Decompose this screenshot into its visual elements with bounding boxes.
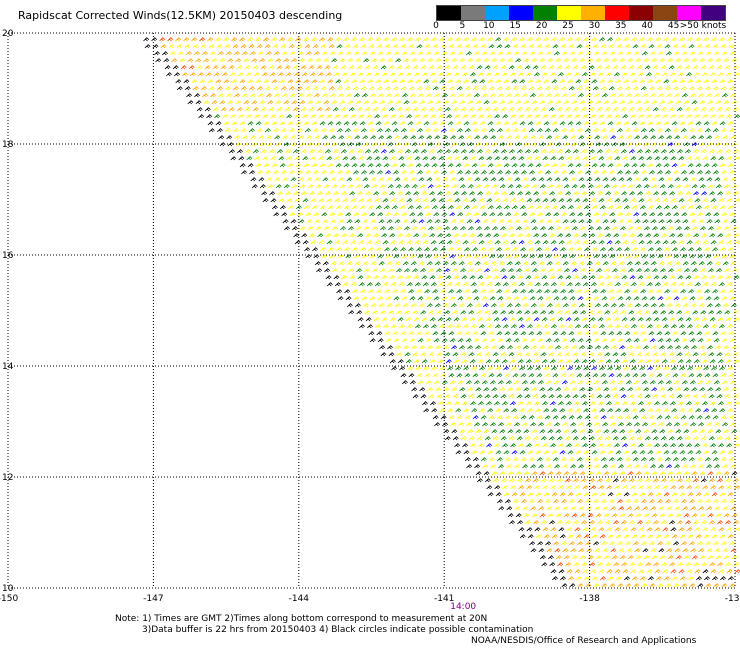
map-title: Rapidscat Corrected Winds(12.5KM) 201504… [18,9,343,22]
legend-swatch [461,6,485,20]
legend-label: 20 [535,21,548,31]
wind-barb-group [214,37,740,469]
lon-label: -147 [143,594,163,604]
lon-label: -135 [725,594,740,604]
legend-swatch [533,6,557,20]
legend-swatch [629,6,653,20]
color-scale-bar [436,5,726,21]
lat-label: 12 [2,473,13,483]
legend-swatch [653,6,677,20]
legend-label: 25 [562,21,574,31]
lat-label: 14 [2,362,14,372]
lon-label: -150 [0,594,18,604]
legend-label: 35 [615,21,627,31]
wind-barb-group [160,37,740,588]
legend-swatch [509,6,533,20]
legend-label: 10 [483,21,495,31]
legend-label: 45 [667,21,680,31]
wind-barb-group [159,37,740,581]
grid-lines [7,32,736,589]
note-line-1: Note: 1) Times are GMT 2)Times along bot… [115,614,488,624]
lat-label: 18 [2,140,14,150]
lon-label: -144 [289,594,310,604]
wind-map: 20 18 16 14 12 10-150 -147 -144 -141 -138 -135 14:0… [0,29,740,612]
legend-label: 5 [459,21,466,31]
credit-line: NOAA/NESDIS/Office of Research and Appli… [471,636,697,646]
legend-swatch [485,6,509,20]
legend-label: >50 knots [679,21,727,31]
lat-label: 16 [2,251,14,261]
wind-barb-group [143,37,738,588]
legend-label: 0 [433,21,439,31]
legend-swatch [701,6,725,20]
legend-swatch [581,6,605,20]
time-label: 14:00 [450,602,476,612]
wind-barbs [143,37,740,588]
legend-swatch [557,6,581,20]
lat-label: 20 [2,29,14,39]
axis-labels: 20 18 16 14 12 10-150 -147 -144 -141 -138 -135 14:0… [0,29,740,612]
legend-label: 15 [509,21,521,31]
legend-swatch [677,6,701,20]
lat-label: 10 [2,584,14,594]
wind-barb-group [168,37,740,588]
lon-label: -141 [434,594,454,604]
note-line-2: 3)Data buffer is 22 hrs from 20150403 4)… [142,625,534,635]
legend-label: 40 [641,21,653,31]
legend-swatch [605,6,629,20]
legend-label: 30 [588,21,601,31]
legend-swatch [437,6,461,20]
lon-label: -138 [579,594,600,604]
wind-speed-legend: 0 5 10 15 20 25 30 35 40 45 >50 knots [433,5,727,37]
